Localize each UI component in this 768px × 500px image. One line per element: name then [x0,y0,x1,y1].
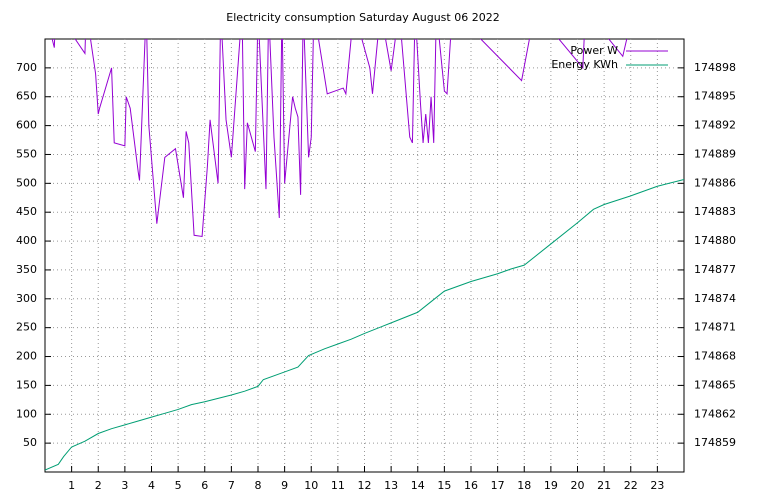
y2-tick-label: 174898 [694,61,736,74]
x-tick-label: 9 [281,479,288,492]
x-tick-label: 20 [571,479,585,492]
y-tick-label: 600 [16,119,37,132]
x-tick-label: 4 [148,479,155,492]
x-tick-label: 15 [437,479,451,492]
x-tick-label: 12 [358,479,372,492]
y-tick-label: 150 [16,378,37,391]
x-tick-label: 23 [650,479,664,492]
x-tick-label: 2 [95,479,102,492]
chart-title: Electricity consumption Saturday August … [226,11,499,24]
x-tick-label: 10 [304,479,318,492]
y2-tick-label: 174880 [694,234,736,247]
y-tick-label: 700 [16,61,37,74]
x-tick-label: 11 [331,479,345,492]
x-tick-label: 18 [517,479,531,492]
y2-tick-label: 174868 [694,350,736,363]
y2-tick-label: 174877 [694,263,736,276]
y2-tick-label: 174886 [694,176,736,189]
y-tick-label: 350 [16,263,37,276]
series-line [45,178,684,471]
y2-tick-label: 174883 [694,205,736,218]
x-tick-label: 13 [384,479,398,492]
y2-tick-label: 174865 [694,378,736,391]
y-tick-label: 250 [16,321,37,334]
series-line [51,39,628,238]
y-tick-label: 550 [16,147,37,160]
y2-tick-label: 174874 [694,292,736,305]
x-tick-label: 14 [411,479,425,492]
plot-area [45,39,684,471]
legend-label: Energy KWh [551,58,618,71]
y2-tick-label: 174889 [694,147,736,160]
y2-tick-label: 174859 [694,436,736,449]
x-tick-label: 1 [68,479,75,492]
x-tick-label: 6 [201,479,208,492]
x-tick-label: 3 [121,479,128,492]
y2-tick-label: 174871 [694,321,736,334]
x-tick-label: 16 [464,479,478,492]
legend-label: Power W [570,44,618,57]
y2-tick-label: 174862 [694,407,736,420]
x-tick-label: 19 [544,479,558,492]
y2-tick-label: 174892 [694,119,736,132]
y2-tick-label: 174895 [694,90,736,103]
x-tick-label: 22 [624,479,638,492]
y-tick-label: 50 [23,436,37,449]
y-tick-label: 100 [16,407,37,420]
x-tick-label: 7 [228,479,235,492]
y-tick-label: 450 [16,205,37,218]
y-tick-label: 650 [16,90,37,103]
y-tick-label: 500 [16,176,37,189]
y-tick-label: 200 [16,350,37,363]
x-tick-label: 17 [491,479,505,492]
y-tick-label: 400 [16,234,37,247]
x-tick-label: 21 [597,479,611,492]
x-tick-label: 5 [175,479,182,492]
y-tick-label: 300 [16,292,37,305]
x-tick-label: 8 [255,479,262,492]
